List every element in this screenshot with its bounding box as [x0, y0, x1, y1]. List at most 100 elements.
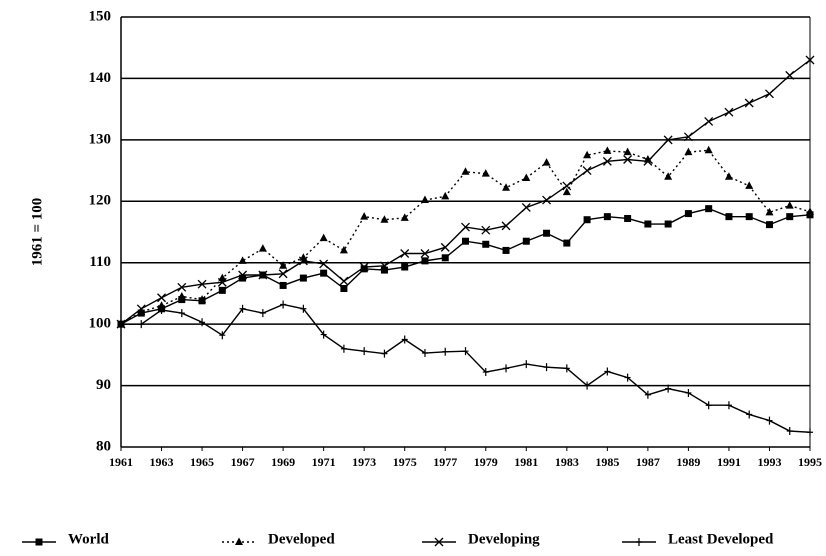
y-tick-label: 110	[89, 254, 111, 270]
point	[178, 309, 185, 318]
legend-label: World	[68, 531, 109, 547]
point	[198, 295, 207, 303]
point	[806, 211, 814, 219]
point	[379, 261, 389, 271]
point	[339, 276, 349, 286]
point	[501, 221, 511, 231]
x-tick-label: 1979	[474, 455, 498, 469]
point	[320, 330, 327, 339]
point	[400, 213, 409, 221]
point	[543, 229, 551, 237]
x-tick-label: 1987	[636, 455, 660, 469]
point	[745, 181, 754, 189]
point	[258, 270, 268, 280]
point	[481, 169, 490, 177]
point	[442, 347, 449, 356]
legend-label: Developing	[468, 531, 540, 547]
point	[805, 55, 815, 65]
point	[462, 237, 469, 245]
point	[401, 263, 409, 271]
point	[683, 132, 693, 142]
point	[522, 237, 530, 245]
point	[746, 410, 753, 419]
point	[705, 401, 712, 410]
legend-marker	[636, 538, 642, 546]
x-tick-label: 1995	[798, 455, 822, 469]
point	[522, 173, 531, 181]
point	[278, 269, 288, 279]
point	[138, 320, 145, 329]
point	[461, 222, 470, 232]
x-tick-label: 1985	[595, 455, 619, 469]
point	[420, 195, 429, 204]
point	[320, 269, 328, 277]
point	[158, 306, 165, 315]
point	[219, 331, 226, 340]
point	[300, 304, 307, 313]
point	[420, 249, 430, 258]
x-tick-label: 1961	[109, 455, 133, 469]
point	[582, 166, 592, 176]
point	[542, 158, 551, 166]
y-tick-label: 130	[89, 131, 112, 147]
point	[462, 347, 469, 356]
point	[340, 344, 347, 353]
y-tick-label: 120	[89, 193, 112, 209]
point	[441, 191, 450, 200]
point	[298, 256, 308, 266]
point	[806, 207, 814, 215]
point	[218, 273, 227, 282]
legend-marker	[35, 538, 43, 546]
y-tick-label: 100	[89, 316, 112, 332]
point	[481, 225, 491, 235]
point	[744, 98, 754, 108]
point	[461, 167, 470, 175]
point	[765, 221, 773, 229]
x-tick-label: 1975	[393, 455, 417, 469]
point	[786, 213, 794, 221]
point	[319, 259, 329, 269]
point	[199, 318, 206, 327]
point	[177, 282, 187, 292]
point	[319, 233, 328, 242]
point	[218, 286, 226, 294]
point	[562, 181, 572, 191]
legend-marker	[434, 537, 444, 547]
x-tick-label: 1993	[757, 455, 781, 469]
point	[644, 220, 652, 228]
point	[380, 266, 388, 274]
point	[785, 201, 794, 209]
x-tick-label: 1965	[190, 455, 214, 469]
point	[361, 347, 368, 356]
point	[482, 240, 490, 248]
point	[765, 89, 774, 99]
point	[603, 213, 611, 221]
point	[239, 274, 247, 282]
point	[340, 285, 348, 293]
point	[562, 187, 571, 196]
y-tick-label: 140	[89, 70, 112, 86]
x-tick-label: 1971	[312, 455, 336, 469]
point	[299, 274, 307, 282]
point	[543, 363, 550, 372]
point	[381, 349, 388, 358]
point	[217, 277, 227, 287]
point	[725, 401, 732, 410]
point	[602, 156, 612, 166]
point	[623, 155, 633, 164]
point	[643, 156, 653, 166]
point	[279, 281, 287, 289]
point	[663, 135, 673, 145]
point	[704, 116, 714, 126]
point	[157, 301, 166, 309]
point	[400, 249, 410, 258]
legend-marker	[235, 537, 243, 545]
x-tick-label: 1977	[433, 455, 457, 469]
point	[239, 304, 246, 313]
point	[583, 216, 591, 224]
point	[360, 212, 369, 220]
x-tick-label: 1991	[717, 455, 741, 469]
y-tick-label: 150	[89, 8, 112, 24]
